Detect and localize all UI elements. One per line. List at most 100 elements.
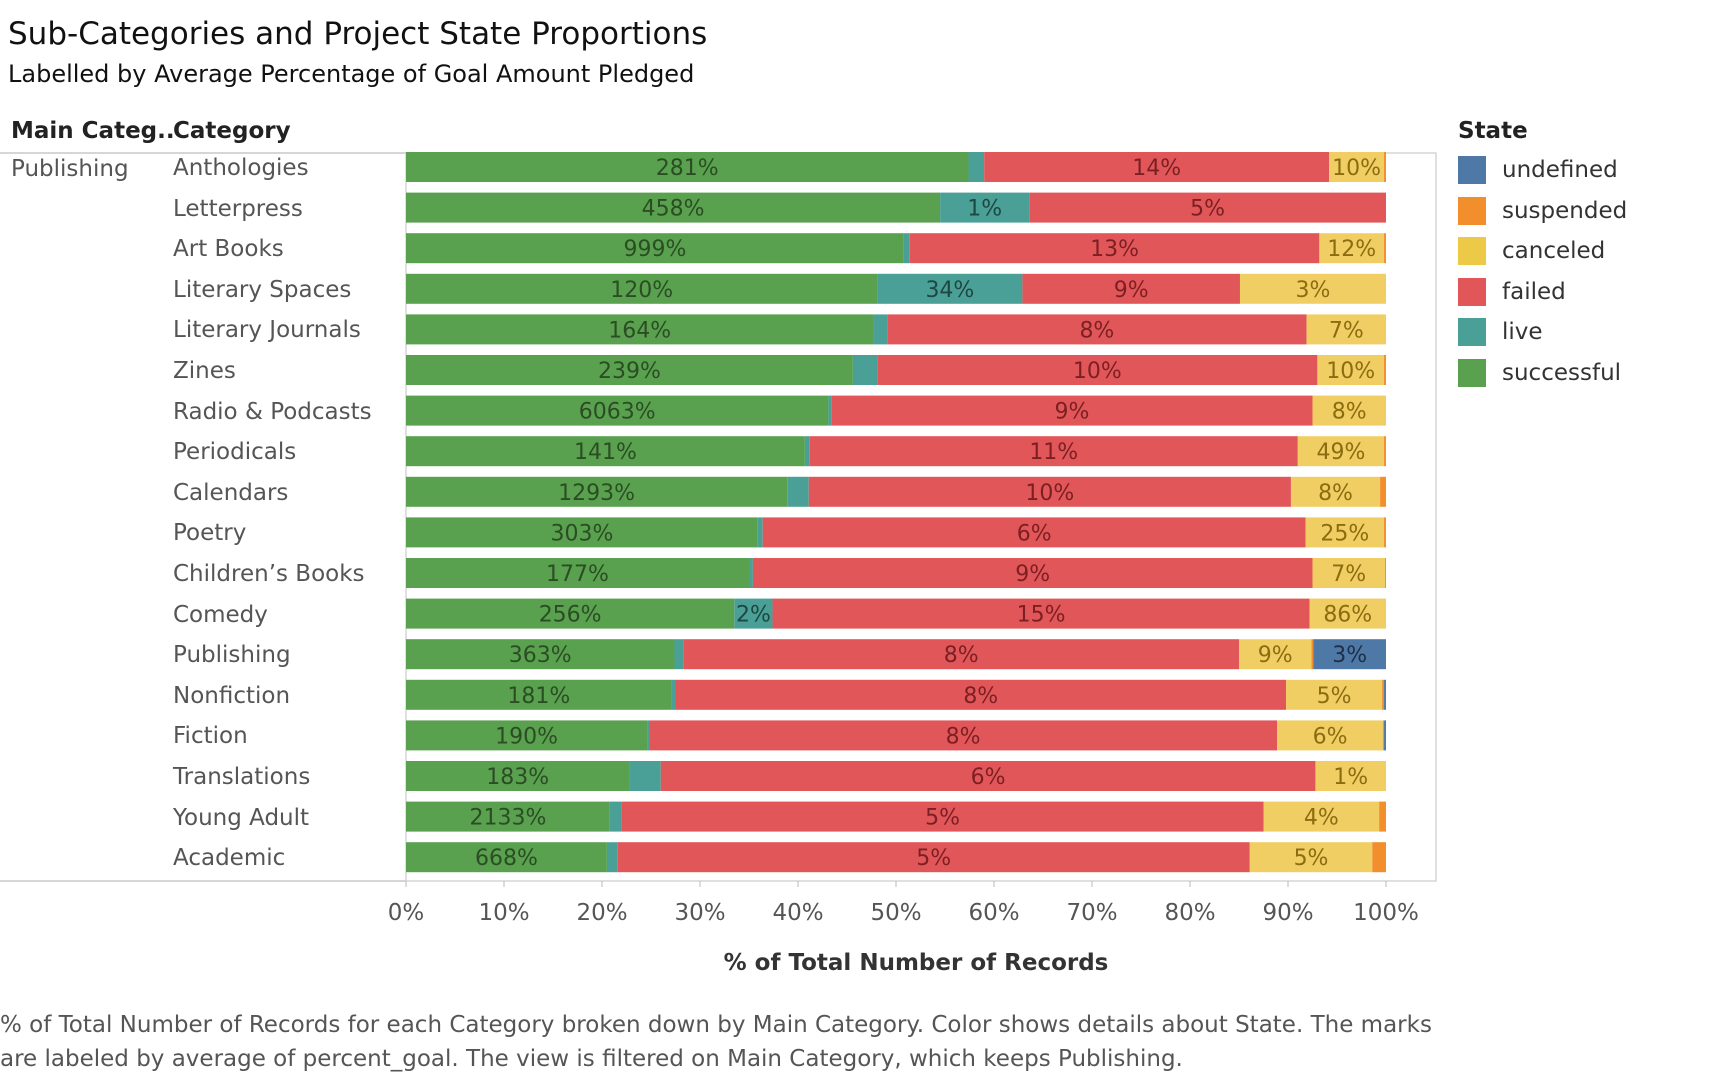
- bar-segment-canceled[interactable]: [1239, 639, 1312, 670]
- bar-segment-failed[interactable]: [660, 761, 1316, 791]
- bar-segment-successful[interactable]: [406, 761, 630, 791]
- bar-segment-failed[interactable]: [752, 558, 1313, 588]
- bar-segment-live[interactable]: [873, 314, 888, 345]
- bar-segment-live[interactable]: [757, 517, 763, 548]
- bar-segment-live[interactable]: [629, 761, 661, 791]
- bar-segment-suspended[interactable]: [1311, 639, 1314, 670]
- bar-segment-canceled[interactable]: [1309, 598, 1386, 629]
- legend-item-live[interactable]: live: [1458, 317, 1543, 347]
- bar-segment-failed[interactable]: [621, 801, 1264, 832]
- bar-segment-suspended[interactable]: [1385, 558, 1386, 588]
- bar-segment-successful[interactable]: [406, 801, 610, 832]
- bar-segment-successful[interactable]: [406, 476, 788, 507]
- data-label: 15%: [1017, 603, 1066, 628]
- bar-segment-undefined[interactable]: [1384, 720, 1386, 751]
- bar-segment-failed[interactable]: [831, 395, 1313, 426]
- bar-segment-successful[interactable]: [406, 233, 904, 264]
- bar-segment-failed[interactable]: [887, 314, 1307, 345]
- bar-segment-successful[interactable]: [406, 436, 805, 467]
- bar-segment-canceled[interactable]: [1329, 152, 1385, 182]
- bar-segment-failed[interactable]: [683, 639, 1239, 670]
- bar-segment-live[interactable]: [609, 801, 622, 832]
- bar-segment-canceled[interactable]: [1263, 801, 1380, 832]
- data-label: 1%: [967, 197, 1002, 222]
- bar-segment-canceled[interactable]: [1312, 395, 1387, 426]
- bar-segment-successful[interactable]: [406, 558, 749, 588]
- bar-segment-canceled[interactable]: [1317, 355, 1385, 385]
- bar-segment-canceled[interactable]: [1305, 517, 1385, 548]
- bar-segment-canceled[interactable]: [1319, 233, 1385, 264]
- bar-segment-failed[interactable]: [762, 517, 1306, 548]
- bar-segment-undefined[interactable]: [1313, 639, 1386, 670]
- bar-segment-failed[interactable]: [984, 152, 1330, 182]
- bar-segment-suspended[interactable]: [1384, 517, 1386, 548]
- bar-segment-live[interactable]: [647, 720, 650, 751]
- data-label: 190%: [495, 724, 558, 749]
- legend-item-successful[interactable]: successful: [1458, 358, 1621, 388]
- bar-segment-suspended[interactable]: [1382, 679, 1385, 710]
- bar-segment-suspended[interactable]: [1384, 152, 1386, 182]
- data-label: 120%: [610, 278, 673, 303]
- bar-segment-suspended[interactable]: [1383, 720, 1385, 751]
- bar-segment-canceled[interactable]: [1290, 476, 1381, 507]
- bar-segment-canceled[interactable]: [1277, 720, 1384, 751]
- bar-segment-live[interactable]: [852, 355, 878, 385]
- bar-segment-failed[interactable]: [1022, 273, 1240, 304]
- bar-segment-suspended[interactable]: [1384, 355, 1386, 385]
- bar-segment-successful[interactable]: [406, 639, 675, 670]
- bar-segment-successful[interactable]: [406, 842, 607, 873]
- bar-segment-canceled[interactable]: [1249, 842, 1373, 873]
- bar-segment-live[interactable]: [903, 233, 910, 264]
- bar-segment-canceled[interactable]: [1315, 761, 1386, 791]
- bar-segment-failed[interactable]: [617, 842, 1250, 873]
- bar-segment-successful[interactable]: [406, 355, 853, 385]
- bar-segment-live[interactable]: [804, 436, 810, 467]
- bar-segment-suspended[interactable]: [1384, 436, 1386, 467]
- bar-segment-failed[interactable]: [1029, 192, 1386, 223]
- bar-segment-live[interactable]: [787, 476, 809, 507]
- bar-segment-live[interactable]: [674, 639, 684, 670]
- legend-swatch: [1458, 277, 1486, 306]
- bar-segment-live[interactable]: [734, 598, 773, 629]
- bar-segment-successful[interactable]: [406, 314, 874, 345]
- bar-segment-live[interactable]: [940, 192, 1030, 223]
- bar-segment-canceled[interactable]: [1306, 314, 1386, 345]
- bar-segment-successful[interactable]: [406, 395, 829, 426]
- legend-item-canceled[interactable]: canceled: [1458, 236, 1605, 266]
- bar-segment-failed[interactable]: [877, 355, 1318, 385]
- bar-segment-failed[interactable]: [649, 720, 1278, 751]
- bar-segment-suspended[interactable]: [1372, 842, 1386, 873]
- bar-segment-undefined[interactable]: [1384, 679, 1386, 710]
- bar-segment-live[interactable]: [671, 679, 676, 710]
- bar-segment-successful[interactable]: [406, 192, 941, 223]
- bar-segment-successful[interactable]: [406, 517, 758, 548]
- data-label: 25%: [1320, 521, 1369, 546]
- main-category-header[interactable]: Main Categ..: [11, 118, 175, 144]
- bar-segment-successful[interactable]: [406, 598, 735, 629]
- bar-segment-canceled[interactable]: [1286, 679, 1383, 710]
- bar-segment-canceled[interactable]: [1239, 273, 1386, 304]
- bar-segment-live[interactable]: [749, 558, 753, 588]
- bar-segment-successful[interactable]: [406, 273, 878, 304]
- bar-segment-live[interactable]: [877, 273, 1023, 304]
- bar-segment-failed[interactable]: [808, 476, 1291, 507]
- bar-segment-suspended[interactable]: [1384, 233, 1386, 264]
- bar-segment-successful[interactable]: [406, 720, 648, 751]
- bar-segment-canceled[interactable]: [1297, 436, 1385, 467]
- bar-segment-live[interactable]: [968, 152, 985, 182]
- category-header[interactable]: Category: [173, 118, 291, 144]
- bar-segment-failed[interactable]: [909, 233, 1320, 264]
- bar-segment-canceled[interactable]: [1312, 558, 1386, 588]
- bar-segment-suspended[interactable]: [1380, 476, 1386, 507]
- legend-item-undefined[interactable]: undefined: [1458, 155, 1618, 185]
- bar-segment-successful[interactable]: [406, 152, 969, 182]
- bar-segment-live[interactable]: [828, 395, 832, 426]
- bar-segment-failed[interactable]: [772, 598, 1310, 629]
- bar-segment-failed[interactable]: [809, 436, 1298, 467]
- bar-segment-live[interactable]: [606, 842, 618, 873]
- bar-segment-failed[interactable]: [675, 679, 1287, 710]
- legend-item-suspended[interactable]: suspended: [1458, 196, 1627, 226]
- bar-segment-successful[interactable]: [406, 679, 672, 710]
- legend-item-failed[interactable]: failed: [1458, 277, 1566, 307]
- bar-segment-suspended[interactable]: [1379, 801, 1386, 832]
